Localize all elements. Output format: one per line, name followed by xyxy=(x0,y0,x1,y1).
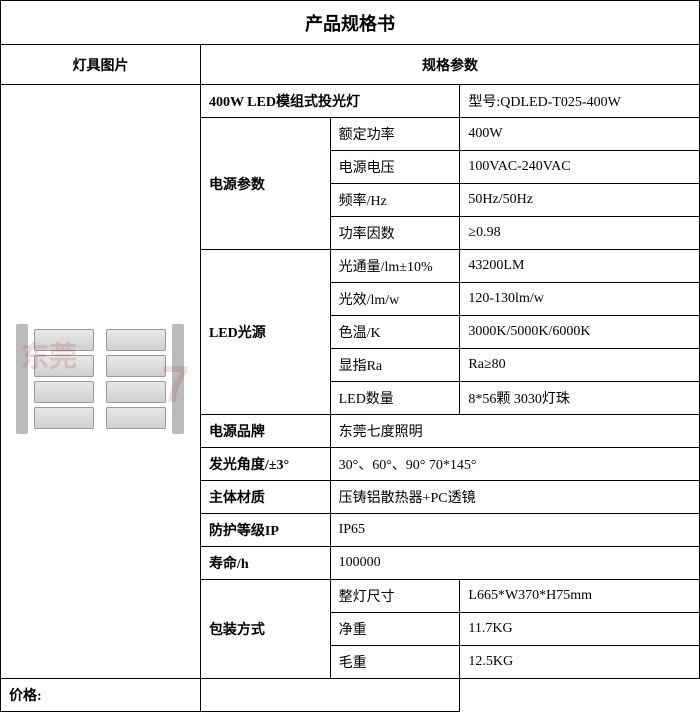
value: 3000K/5000K/6000K xyxy=(460,316,700,349)
value: 东莞七度照明 xyxy=(330,415,699,448)
section-brand: 电源品牌 xyxy=(200,415,330,448)
param: 光效/lm/w xyxy=(330,283,460,316)
product-image-cell: 东莞 7 xyxy=(1,85,201,679)
value: 12.5KG xyxy=(460,646,700,679)
param: 光通量/lm±10% xyxy=(330,250,460,283)
section-pack: 包装方式 xyxy=(200,580,330,679)
param: 色温/K xyxy=(330,316,460,349)
param: 功率因数 xyxy=(330,217,460,250)
doc-title: 产品规格书 xyxy=(1,1,700,45)
section-led: LED光源 xyxy=(200,250,330,415)
section-life: 寿命/h xyxy=(200,547,330,580)
value: 压铸铝散热器+PC透镜 xyxy=(330,481,699,514)
param: 频率/Hz xyxy=(330,184,460,217)
section-material: 主体材质 xyxy=(200,481,330,514)
param: 净重 xyxy=(330,613,460,646)
value: 50Hz/50Hz xyxy=(460,184,700,217)
param: 电源电压 xyxy=(330,151,460,184)
value: 43200LM xyxy=(460,250,700,283)
param: 整灯尺寸 xyxy=(330,580,460,613)
spec-table: 产品规格书 灯具图片 规格参数 东莞 7 400W LED模组式投光 xyxy=(0,0,700,712)
model-cell: 型号:QDLED-T025-400W xyxy=(460,85,700,118)
param: LED数量 xyxy=(330,382,460,415)
value: 30°、60°、90° 70*145° xyxy=(330,448,699,481)
param: 显指Ra xyxy=(330,349,460,382)
value: 120-130lm/w xyxy=(460,283,700,316)
value: 8*56颗 3030灯珠 xyxy=(460,382,700,415)
section-ip: 防护等级IP xyxy=(200,514,330,547)
value: 100000 xyxy=(330,547,699,580)
header-image-col: 灯具图片 xyxy=(1,45,201,85)
param: 额定功率 xyxy=(330,118,460,151)
value: 400W xyxy=(460,118,700,151)
section-power: 电源参数 xyxy=(200,118,330,250)
value: Ra≥80 xyxy=(460,349,700,382)
value: 100VAC-240VAC xyxy=(460,151,700,184)
value: 11.7KG xyxy=(460,613,700,646)
header-spec-col: 规格参数 xyxy=(200,45,699,85)
value xyxy=(200,679,459,712)
section-angle: 发光角度/±3° xyxy=(200,448,330,481)
section-price: 价格: xyxy=(1,679,201,712)
value: ≥0.98 xyxy=(460,217,700,250)
value: IP65 xyxy=(330,514,699,547)
product-illustration xyxy=(16,324,184,434)
value: L665*W370*H75mm xyxy=(460,580,700,613)
product-name: 400W LED模组式投光灯 xyxy=(200,85,459,118)
param: 毛重 xyxy=(330,646,460,679)
